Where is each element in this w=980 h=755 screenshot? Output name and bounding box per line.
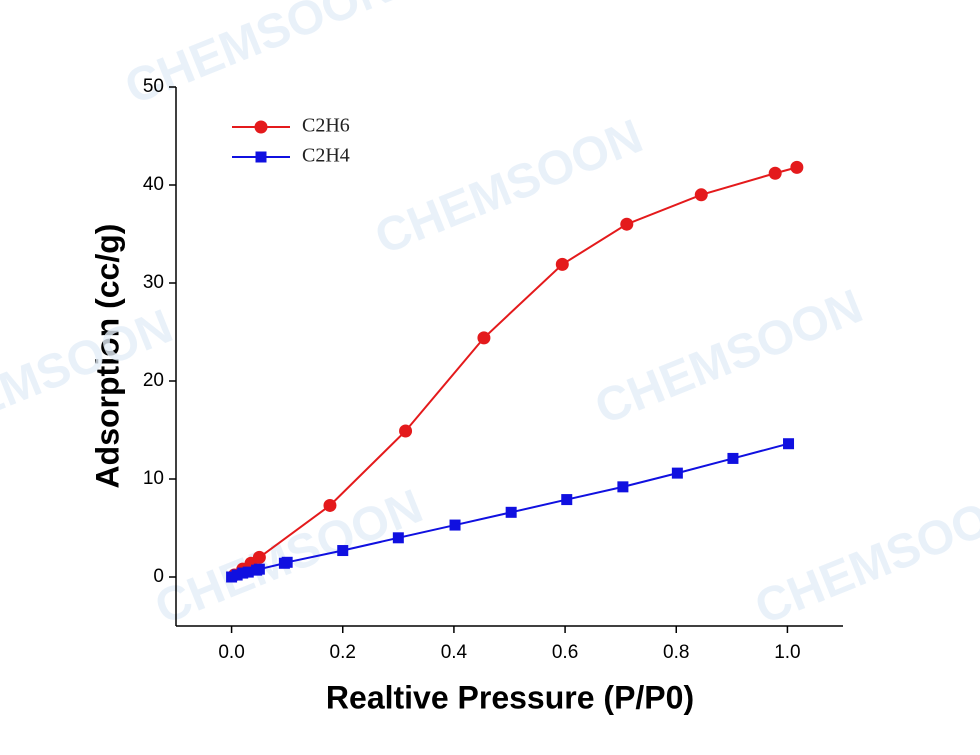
data-point [561,494,573,506]
data-point [323,498,337,512]
data-point [768,166,782,180]
legend-marker [254,120,268,134]
data-point [253,563,265,575]
x-tick-label: 0.8 [663,642,689,663]
data-point [449,519,461,531]
y-tick-label: 10 [143,468,164,489]
data-point [555,257,569,271]
y-tick-label: 50 [143,76,164,97]
watermark: CHEMSOON [588,280,870,435]
y-tick-label: 0 [153,566,164,587]
legend-marker [255,151,267,163]
watermark: CHEMSOON [748,480,980,635]
data-point [694,188,708,202]
data-point [505,506,517,518]
data-point [392,532,404,544]
data-point [617,481,629,493]
legend-label: C2H6 [302,115,350,137]
x-tick-label: 1.0 [774,642,800,663]
y-tick-label: 30 [143,272,164,293]
data-point [671,467,683,479]
data-point [727,452,739,464]
x-tick-label: 0.6 [552,642,578,663]
watermark: CHEMSOON [368,110,650,265]
data-point [226,571,238,583]
data-point [620,217,634,231]
y-axis-label: Adsorption (cc/g) [89,224,125,489]
data-point [281,556,293,568]
data-point [252,550,266,564]
y-tick-label: 20 [143,370,164,391]
x-axis-label: Realtive Pressure (P/P0) [326,679,694,715]
watermark: CHEMSOON [118,0,400,115]
data-point [242,566,254,578]
data-point [790,160,804,174]
data-point [477,331,491,345]
data-point [237,567,249,579]
x-tick-label: 0.4 [441,642,468,663]
legend-label: C2H4 [302,145,350,167]
x-tick-label: 0.2 [330,642,356,663]
data-point [399,424,413,438]
x-tick-label: 0.0 [218,642,244,663]
data-point [231,569,243,581]
y-tick-label: 40 [143,174,164,195]
data-point [783,438,795,450]
data-point [337,545,349,557]
